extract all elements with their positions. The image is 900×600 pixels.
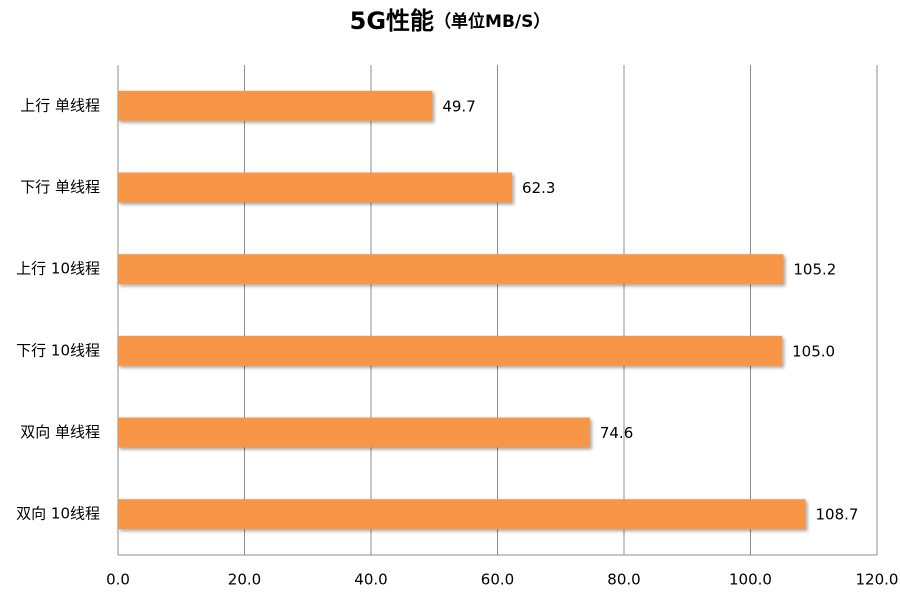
y-tick-label: 下行 单线程 xyxy=(20,178,100,196)
x-tick-label: 20.0 xyxy=(228,571,261,589)
bar xyxy=(118,172,513,203)
x-tick-label: 40.0 xyxy=(354,571,387,589)
x-tick-label: 0.0 xyxy=(106,571,130,589)
value-label: 74.6 xyxy=(600,424,633,442)
title-main: 5G性能 xyxy=(350,7,434,35)
y-tick-label: 双向 单线程 xyxy=(20,423,100,441)
bar xyxy=(118,417,590,448)
x-tick-label: 100.0 xyxy=(729,571,772,589)
x-tick-label: 60.0 xyxy=(481,571,514,589)
title-unit: （单位MB/S） xyxy=(434,11,550,32)
x-tick-label: 80.0 xyxy=(607,571,640,589)
bar xyxy=(118,90,433,121)
value-label: 105.0 xyxy=(792,342,835,360)
y-tick-label: 上行 单线程 xyxy=(20,96,100,114)
value-label: 105.2 xyxy=(793,261,836,279)
chart-title: 5G性能（单位MB/S） xyxy=(350,7,551,35)
bar xyxy=(118,335,783,366)
y-tick-label: 上行 10线程 xyxy=(16,260,100,278)
bar xyxy=(118,499,806,530)
bar xyxy=(118,254,784,285)
y-tick-label: 下行 10线程 xyxy=(16,341,100,359)
value-label: 62.3 xyxy=(522,179,555,197)
value-label: 108.7 xyxy=(816,506,859,524)
x-tick-label: 120.0 xyxy=(856,571,899,589)
value-label: 49.7 xyxy=(442,97,475,115)
y-tick-label: 双向 10线程 xyxy=(16,505,100,523)
